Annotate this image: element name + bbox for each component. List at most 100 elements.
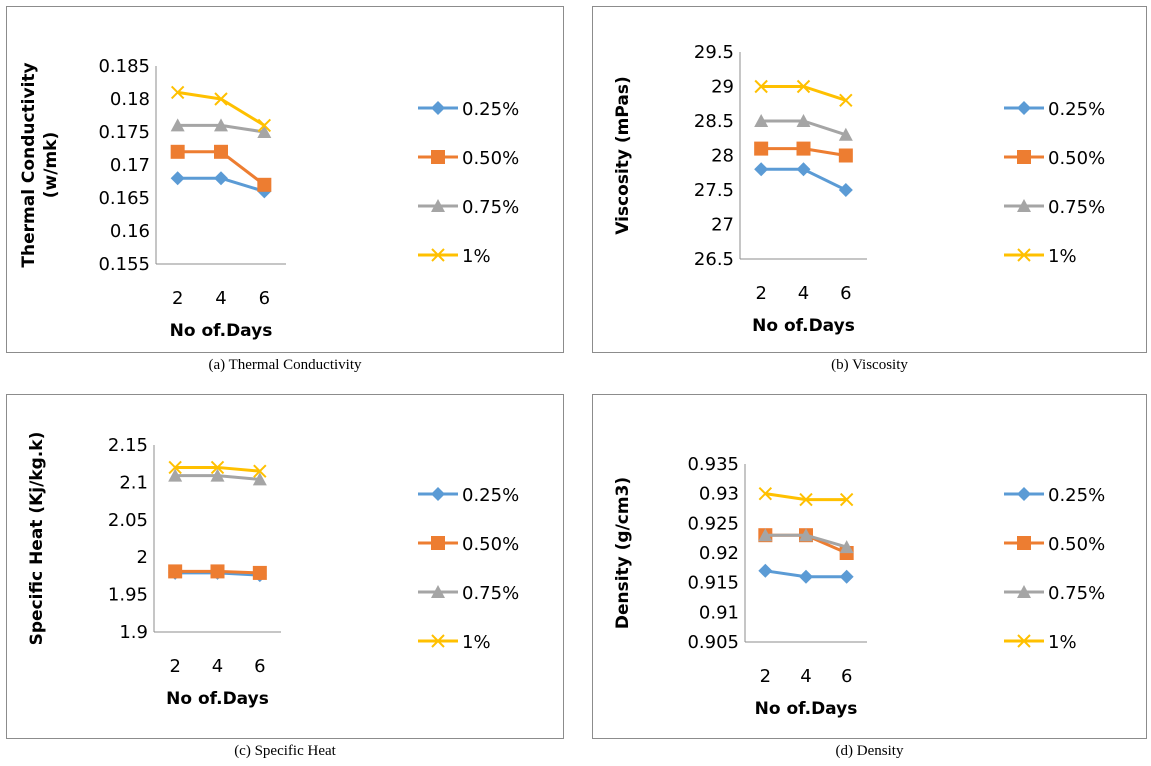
chart-svg: 1.9 1.95 2 2.05 2.1 2.15 2 4 6 No of.Days Specific…: [6, 394, 564, 739]
y-tick-label: 0.18: [110, 89, 150, 110]
x-tick-label: 4: [798, 283, 809, 304]
data-point: [838, 127, 853, 141]
legend-marker: [1017, 101, 1031, 115]
data-point: [758, 486, 773, 501]
legend-label: 0.25%: [1048, 485, 1105, 506]
legend-marker: [431, 536, 445, 550]
legend-label: 0.25%: [462, 485, 519, 506]
y-tick-label: 2: [137, 547, 148, 568]
x-axis-title: No of.Days: [170, 321, 273, 341]
y-axis-title: Viscosity (mPas): [613, 76, 633, 234]
legend-marker: [431, 199, 445, 212]
data-point: [754, 114, 769, 127]
legend-label: 0.75%: [1048, 197, 1105, 218]
data-point: [252, 472, 267, 486]
data-point: [799, 492, 813, 507]
data-point: [799, 528, 813, 542]
x-tick-label: 2: [755, 283, 766, 304]
caption-thermal-conductivity: (a) Thermal Conductivity: [208, 357, 362, 373]
x-tick-label: 2: [169, 656, 180, 677]
legend-marker: [431, 585, 445, 598]
legend-label: 0.25%: [462, 99, 519, 120]
x-tick-label: 2: [172, 288, 183, 309]
y-tick-label: 2.05: [108, 510, 148, 531]
data-point: [170, 171, 185, 186]
x-axis-title: No of.Days: [166, 689, 269, 709]
legend-marker: [1017, 150, 1031, 164]
legend-marker: [431, 487, 445, 501]
y-tick-label: 28: [711, 146, 734, 167]
x-tick-label: 4: [212, 656, 223, 677]
chart-frame: [592, 394, 1147, 739]
data-point: [214, 171, 228, 186]
y-tick-label: 0.915: [687, 573, 739, 594]
x-tick-label: 6: [259, 288, 270, 309]
legend-marker: [431, 634, 445, 648]
chart-density: 0.905 0.91 0.915 0.92 0.925 0.93 0.935 2 4 6 No of…: [592, 394, 1147, 739]
data-point: [796, 114, 811, 127]
y-tick-label: 2.15: [108, 435, 148, 456]
legend-marker: [1017, 585, 1031, 598]
data-point: [252, 565, 267, 580]
data-point: [214, 144, 228, 159]
data-point: [168, 460, 182, 475]
y-tick-label: 0.155: [98, 254, 150, 275]
caption-density: (d) Density: [835, 743, 904, 759]
data-point: [839, 492, 854, 507]
legend-marker: [1017, 487, 1031, 501]
x-tick-label: 6: [840, 283, 851, 304]
y-tick-label: 29: [711, 77, 734, 98]
data-point: [170, 118, 185, 132]
y-tick-label: 0.935: [687, 454, 739, 475]
data-point: [210, 468, 225, 482]
data-point: [839, 93, 853, 108]
legend-marker: [1017, 634, 1031, 648]
y-tick-label: 0.91: [699, 602, 739, 623]
caption-viscosity: (b) Viscosity: [831, 357, 908, 373]
legend-label: 0.50%: [462, 534, 519, 555]
chart-svg: 0.155 0.16 0.165 0.17 0.175 0.18 0.185 2 4 6 No of…: [6, 6, 564, 353]
legend-marker: [431, 101, 445, 115]
x-tick-label: 6: [841, 666, 852, 687]
data-point: [257, 118, 272, 133]
y-axis-title: Specific Heat (Kj/kg.k): [27, 432, 47, 646]
data-point: [758, 563, 773, 578]
legend-label: 0.50%: [1048, 148, 1105, 169]
y-tick-label: 0.93: [699, 484, 739, 505]
data-point: [168, 468, 183, 482]
legend-label: 1%: [1048, 632, 1077, 653]
data-point: [210, 460, 225, 475]
data-point: [257, 125, 272, 138]
y-tick-label: 0.16: [110, 221, 150, 242]
legend-label: 0.75%: [462, 583, 519, 604]
data-point: [838, 148, 853, 163]
chart-frame: [592, 6, 1147, 353]
x-tick-label: 6: [254, 656, 265, 677]
y-tick-label: 1.9: [119, 622, 148, 643]
y-tick-label: 0.165: [98, 188, 150, 209]
data-point: [754, 162, 769, 177]
data-point: [796, 162, 811, 177]
data-point: [796, 141, 811, 156]
legend-label: 0.50%: [1048, 534, 1105, 555]
y-tick-label: 0.17: [110, 155, 150, 176]
chart-frame: [6, 394, 564, 739]
legend-marker: [1017, 248, 1031, 262]
legend-label: 1%: [462, 246, 491, 267]
y-tick-label: 27: [711, 215, 734, 236]
y-tick-label: 29.5: [694, 42, 734, 63]
x-tick-label: 2: [760, 666, 771, 687]
data-point: [754, 141, 769, 156]
data-point: [758, 528, 773, 542]
legend-marker: [1017, 199, 1031, 212]
legend-marker: [431, 150, 445, 164]
y-tick-label: 1.95: [108, 585, 148, 606]
legend-label: 1%: [462, 632, 491, 653]
caption-specific-heat: (c) Specific Heat: [234, 743, 336, 759]
legend-label: 0.75%: [1048, 583, 1105, 604]
y-tick-label: 27.5: [694, 180, 734, 201]
y-tick-label: 2.1: [119, 472, 148, 493]
y-axis-title: Density (g/cm3): [613, 477, 633, 629]
data-point: [754, 79, 768, 94]
data-point: [170, 85, 185, 100]
